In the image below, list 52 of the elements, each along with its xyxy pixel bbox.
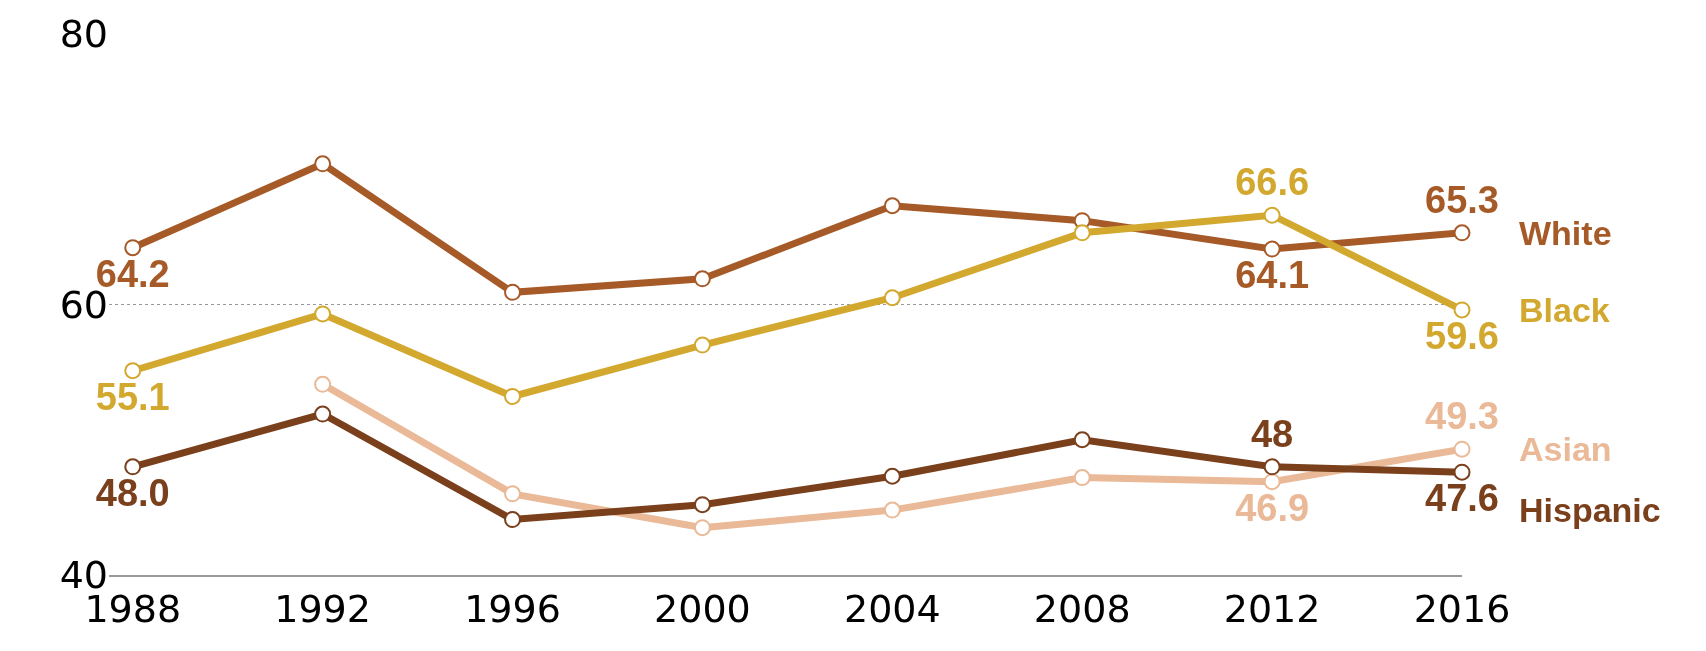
point xyxy=(314,305,332,323)
point xyxy=(1263,240,1281,258)
point xyxy=(693,270,711,288)
x-tick-label: 2000 xyxy=(654,587,751,632)
point xyxy=(1073,469,1091,487)
point xyxy=(1263,206,1281,224)
x-tick-label: 2012 xyxy=(1223,587,1321,632)
point xyxy=(883,501,901,519)
point xyxy=(124,458,142,476)
point xyxy=(1453,440,1471,458)
point xyxy=(314,375,332,393)
y-tick-label: 80 xyxy=(59,12,108,57)
point xyxy=(1263,458,1281,476)
data-label: 49.3 xyxy=(1425,395,1499,438)
point xyxy=(314,155,332,173)
data-label: 64.1 xyxy=(1235,253,1310,296)
point xyxy=(883,289,901,307)
x-tick-label: 2008 xyxy=(1033,587,1131,632)
point xyxy=(1073,224,1091,242)
point xyxy=(504,283,522,301)
point xyxy=(693,496,711,514)
data-label: 55.1 xyxy=(95,375,170,418)
point xyxy=(504,387,522,405)
series-label: Black xyxy=(1519,291,1610,329)
data-label: 65.3 xyxy=(1425,178,1499,221)
point xyxy=(1073,431,1091,449)
point xyxy=(693,519,711,537)
x-tick-label: 2004 xyxy=(843,587,941,632)
point xyxy=(693,336,711,354)
point xyxy=(883,467,901,485)
point xyxy=(883,197,901,215)
data-label: 66.6 xyxy=(1235,161,1310,204)
series-label: Hispanic xyxy=(1519,491,1661,529)
point xyxy=(1453,463,1471,481)
point xyxy=(504,511,522,529)
point xyxy=(504,485,522,503)
data-label: 47.6 xyxy=(1425,477,1499,520)
data-label: 46.9 xyxy=(1235,486,1310,529)
point xyxy=(1453,224,1471,242)
x-tick-label: 2016 xyxy=(1413,587,1511,632)
x-tick-label: 1992 xyxy=(274,587,371,632)
point xyxy=(124,362,142,380)
x-tick-label: 1996 xyxy=(464,587,561,632)
series-label: Asian xyxy=(1519,430,1612,468)
data-label: 48 xyxy=(1250,412,1294,455)
data-label: 48.0 xyxy=(95,471,170,514)
series-label: White xyxy=(1519,214,1612,252)
data-label: 59.6 xyxy=(1425,314,1499,357)
point xyxy=(1263,473,1281,491)
point xyxy=(314,405,332,423)
point xyxy=(124,239,142,257)
point xyxy=(1453,301,1471,319)
